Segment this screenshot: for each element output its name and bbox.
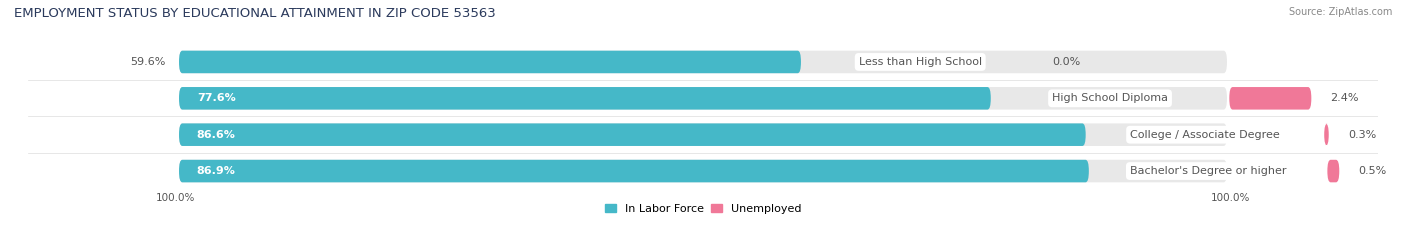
- FancyBboxPatch shape: [179, 51, 1227, 73]
- Text: 77.6%: 77.6%: [197, 93, 236, 103]
- Legend: In Labor Force, Unemployed: In Labor Force, Unemployed: [600, 199, 806, 218]
- Text: Less than High School: Less than High School: [859, 57, 981, 67]
- Text: 100.0%: 100.0%: [156, 193, 195, 203]
- FancyBboxPatch shape: [179, 123, 1227, 146]
- Text: 100.0%: 100.0%: [1211, 193, 1250, 203]
- Text: College / Associate Degree: College / Associate Degree: [1130, 130, 1279, 140]
- Text: 2.4%: 2.4%: [1330, 93, 1360, 103]
- Text: 59.6%: 59.6%: [129, 57, 166, 67]
- FancyBboxPatch shape: [179, 123, 1085, 146]
- Text: EMPLOYMENT STATUS BY EDUCATIONAL ATTAINMENT IN ZIP CODE 53563: EMPLOYMENT STATUS BY EDUCATIONAL ATTAINM…: [14, 7, 496, 20]
- Text: 0.5%: 0.5%: [1358, 166, 1386, 176]
- FancyBboxPatch shape: [179, 87, 991, 110]
- FancyBboxPatch shape: [1327, 160, 1340, 182]
- FancyBboxPatch shape: [179, 87, 1227, 110]
- FancyBboxPatch shape: [1229, 87, 1312, 110]
- Text: 86.9%: 86.9%: [197, 166, 236, 176]
- Text: 0.3%: 0.3%: [1348, 130, 1376, 140]
- Text: 86.6%: 86.6%: [197, 130, 236, 140]
- FancyBboxPatch shape: [179, 160, 1088, 182]
- FancyBboxPatch shape: [179, 51, 801, 73]
- Text: Source: ZipAtlas.com: Source: ZipAtlas.com: [1288, 7, 1392, 17]
- Text: High School Diploma: High School Diploma: [1052, 93, 1168, 103]
- Text: Bachelor's Degree or higher: Bachelor's Degree or higher: [1130, 166, 1286, 176]
- FancyBboxPatch shape: [179, 160, 1227, 182]
- Text: 0.0%: 0.0%: [1052, 57, 1080, 67]
- FancyBboxPatch shape: [1324, 123, 1329, 146]
